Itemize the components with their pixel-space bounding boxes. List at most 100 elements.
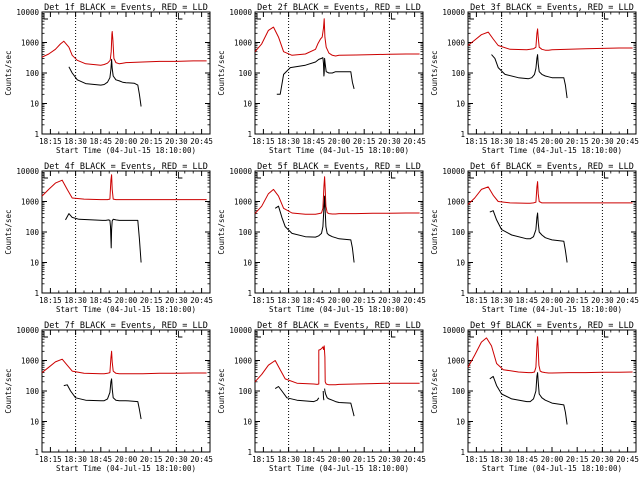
x-axis-label: Start Time (04-Jul-15 18:10:00) [482,305,622,314]
y-tick-label: 10 [30,259,40,268]
panel-title: Det 4f BLACK = Events, RED = LLD [44,162,208,172]
x-tick-label: 18:30 [490,296,513,305]
y-tick-label: 1000 [21,39,40,48]
lld-series-line [41,31,207,66]
interval-marker [469,172,474,179]
y-tick-label: 1 [460,289,465,298]
interval-marker [177,172,183,179]
interval-marker [177,13,183,20]
detector-panel-4: Det 4f BLACK = Events, RED = LLD 1 10 100 10… [4,162,213,314]
y-tick-label: 1000 [447,198,466,207]
x-tick-label: 18:45 [303,455,326,464]
y-tick-label: 10000 [229,8,252,17]
x-tick-label: 20:00 [541,455,564,464]
interval-marker [43,13,48,20]
x-tick-label: 18:30 [277,296,300,305]
y-tick-label: 1 [460,448,465,457]
lld-series-line [254,18,420,57]
detector-panel-8: Det 8f BLACK = Events, RED = LLD 1 10 100 10… [217,321,426,473]
y-tick-label: 10000 [442,326,465,335]
x-tick-label: 18:45 [90,296,113,305]
y-tick-label: 1 [460,130,465,139]
plot-frame [254,170,424,294]
panel-title: Det 3f BLACK = Events, RED = LLD [470,3,634,13]
y-tick-label: 10000 [229,167,252,176]
y-tick-label: 10 [243,259,253,268]
lld-series-line [254,345,420,386]
x-tick-label: 18:15 [252,455,275,464]
x-tick-label: 18:30 [64,455,87,464]
x-tick-label: 20:00 [328,137,351,146]
x-tick-label: 20:15 [566,296,589,305]
y-tick-label: 100 [238,69,252,78]
y-axis-label: Counts/sec [4,368,13,413]
x-tick-label: 20:00 [328,296,351,305]
y-tick-label: 10 [30,100,40,109]
y-tick-label: 10 [456,418,466,427]
events-series-line [274,195,355,263]
detector-panel-6: Det 6f BLACK = Events, RED = LLD 1 10 100 10… [430,162,639,314]
y-tick-label: 10 [243,418,253,427]
y-tick-label: 1000 [21,357,40,366]
y-axis-label: Counts/sec [4,209,13,254]
interval-marker [256,13,261,20]
y-tick-label: 100 [451,228,465,237]
x-tick-label: 18:45 [90,137,113,146]
interval-marker [469,331,474,338]
interval-marker [177,331,183,338]
events-series-line [322,390,325,401]
x-tick-label: 20:00 [115,455,138,464]
detector-panel-1: Det 1f BLACK = Events, RED = LLD 1 10 100 10… [4,3,213,155]
y-tick-label: 100 [451,69,465,78]
interval-marker [390,13,396,20]
x-axis-label: Start Time (04-Jul-15 18:10:00) [269,146,409,155]
events-series-line [491,54,568,99]
x-tick-label: 18:45 [516,296,539,305]
panel-title: Det 7f BLACK = Events, RED = LLD [44,321,208,331]
y-tick-label: 1000 [234,357,253,366]
x-tick-label: 20:45 [190,137,213,146]
panel-title: Det 8f BLACK = Events, RED = LLD [257,321,421,331]
events-series-line [65,213,142,263]
plot-frame [41,329,211,453]
detector-panel-3: Det 3f BLACK = Events, RED = LLD 1 10 100 10… [430,3,639,155]
x-tick-label: 20:00 [115,137,138,146]
x-axis-label: Start Time (04-Jul-15 18:10:00) [56,146,196,155]
y-tick-label: 1 [247,289,252,298]
x-tick-label: 20:00 [541,296,564,305]
lld-series-line [254,176,420,215]
panel-title: Det 2f BLACK = Events, RED = LLD [257,3,421,13]
x-tick-label: 20:00 [541,137,564,146]
y-tick-label: 100 [238,228,252,237]
x-axis-label: Start Time (04-Jul-15 18:10:00) [482,464,622,473]
x-tick-label: 18:15 [252,137,275,146]
plot-frame [467,329,637,453]
x-tick-label: 20:30 [378,137,401,146]
x-tick-label: 20:45 [616,455,639,464]
interval-marker [603,13,609,20]
detector-panel-5: Det 5f BLACK = Events, RED = LLD 1 10 100 10… [217,162,426,314]
x-tick-label: 20:15 [566,455,589,464]
x-tick-label: 18:30 [490,137,513,146]
interval-marker [256,331,261,338]
panel-title: Det 1f BLACK = Events, RED = LLD [44,3,208,13]
x-tick-label: 18:45 [303,137,326,146]
plot-frame [467,11,637,135]
y-tick-label: 1000 [234,198,253,207]
y-tick-label: 10000 [16,326,39,335]
x-tick-label: 18:15 [39,455,62,464]
y-axis-label: Counts/sec [4,50,13,95]
panel-title: Det 6f BLACK = Events, RED = LLD [470,162,634,172]
x-tick-label: 18:15 [39,296,62,305]
plot-frame [41,11,211,135]
lld-series-line [467,336,633,374]
y-tick-label: 1000 [234,39,253,48]
y-tick-label: 10 [30,418,40,427]
x-tick-label: 18:30 [490,455,513,464]
interval-marker [43,172,48,179]
x-tick-label: 18:30 [64,137,87,146]
events-series-line [68,58,142,107]
y-tick-label: 10 [456,100,466,109]
x-tick-label: 20:00 [115,296,138,305]
